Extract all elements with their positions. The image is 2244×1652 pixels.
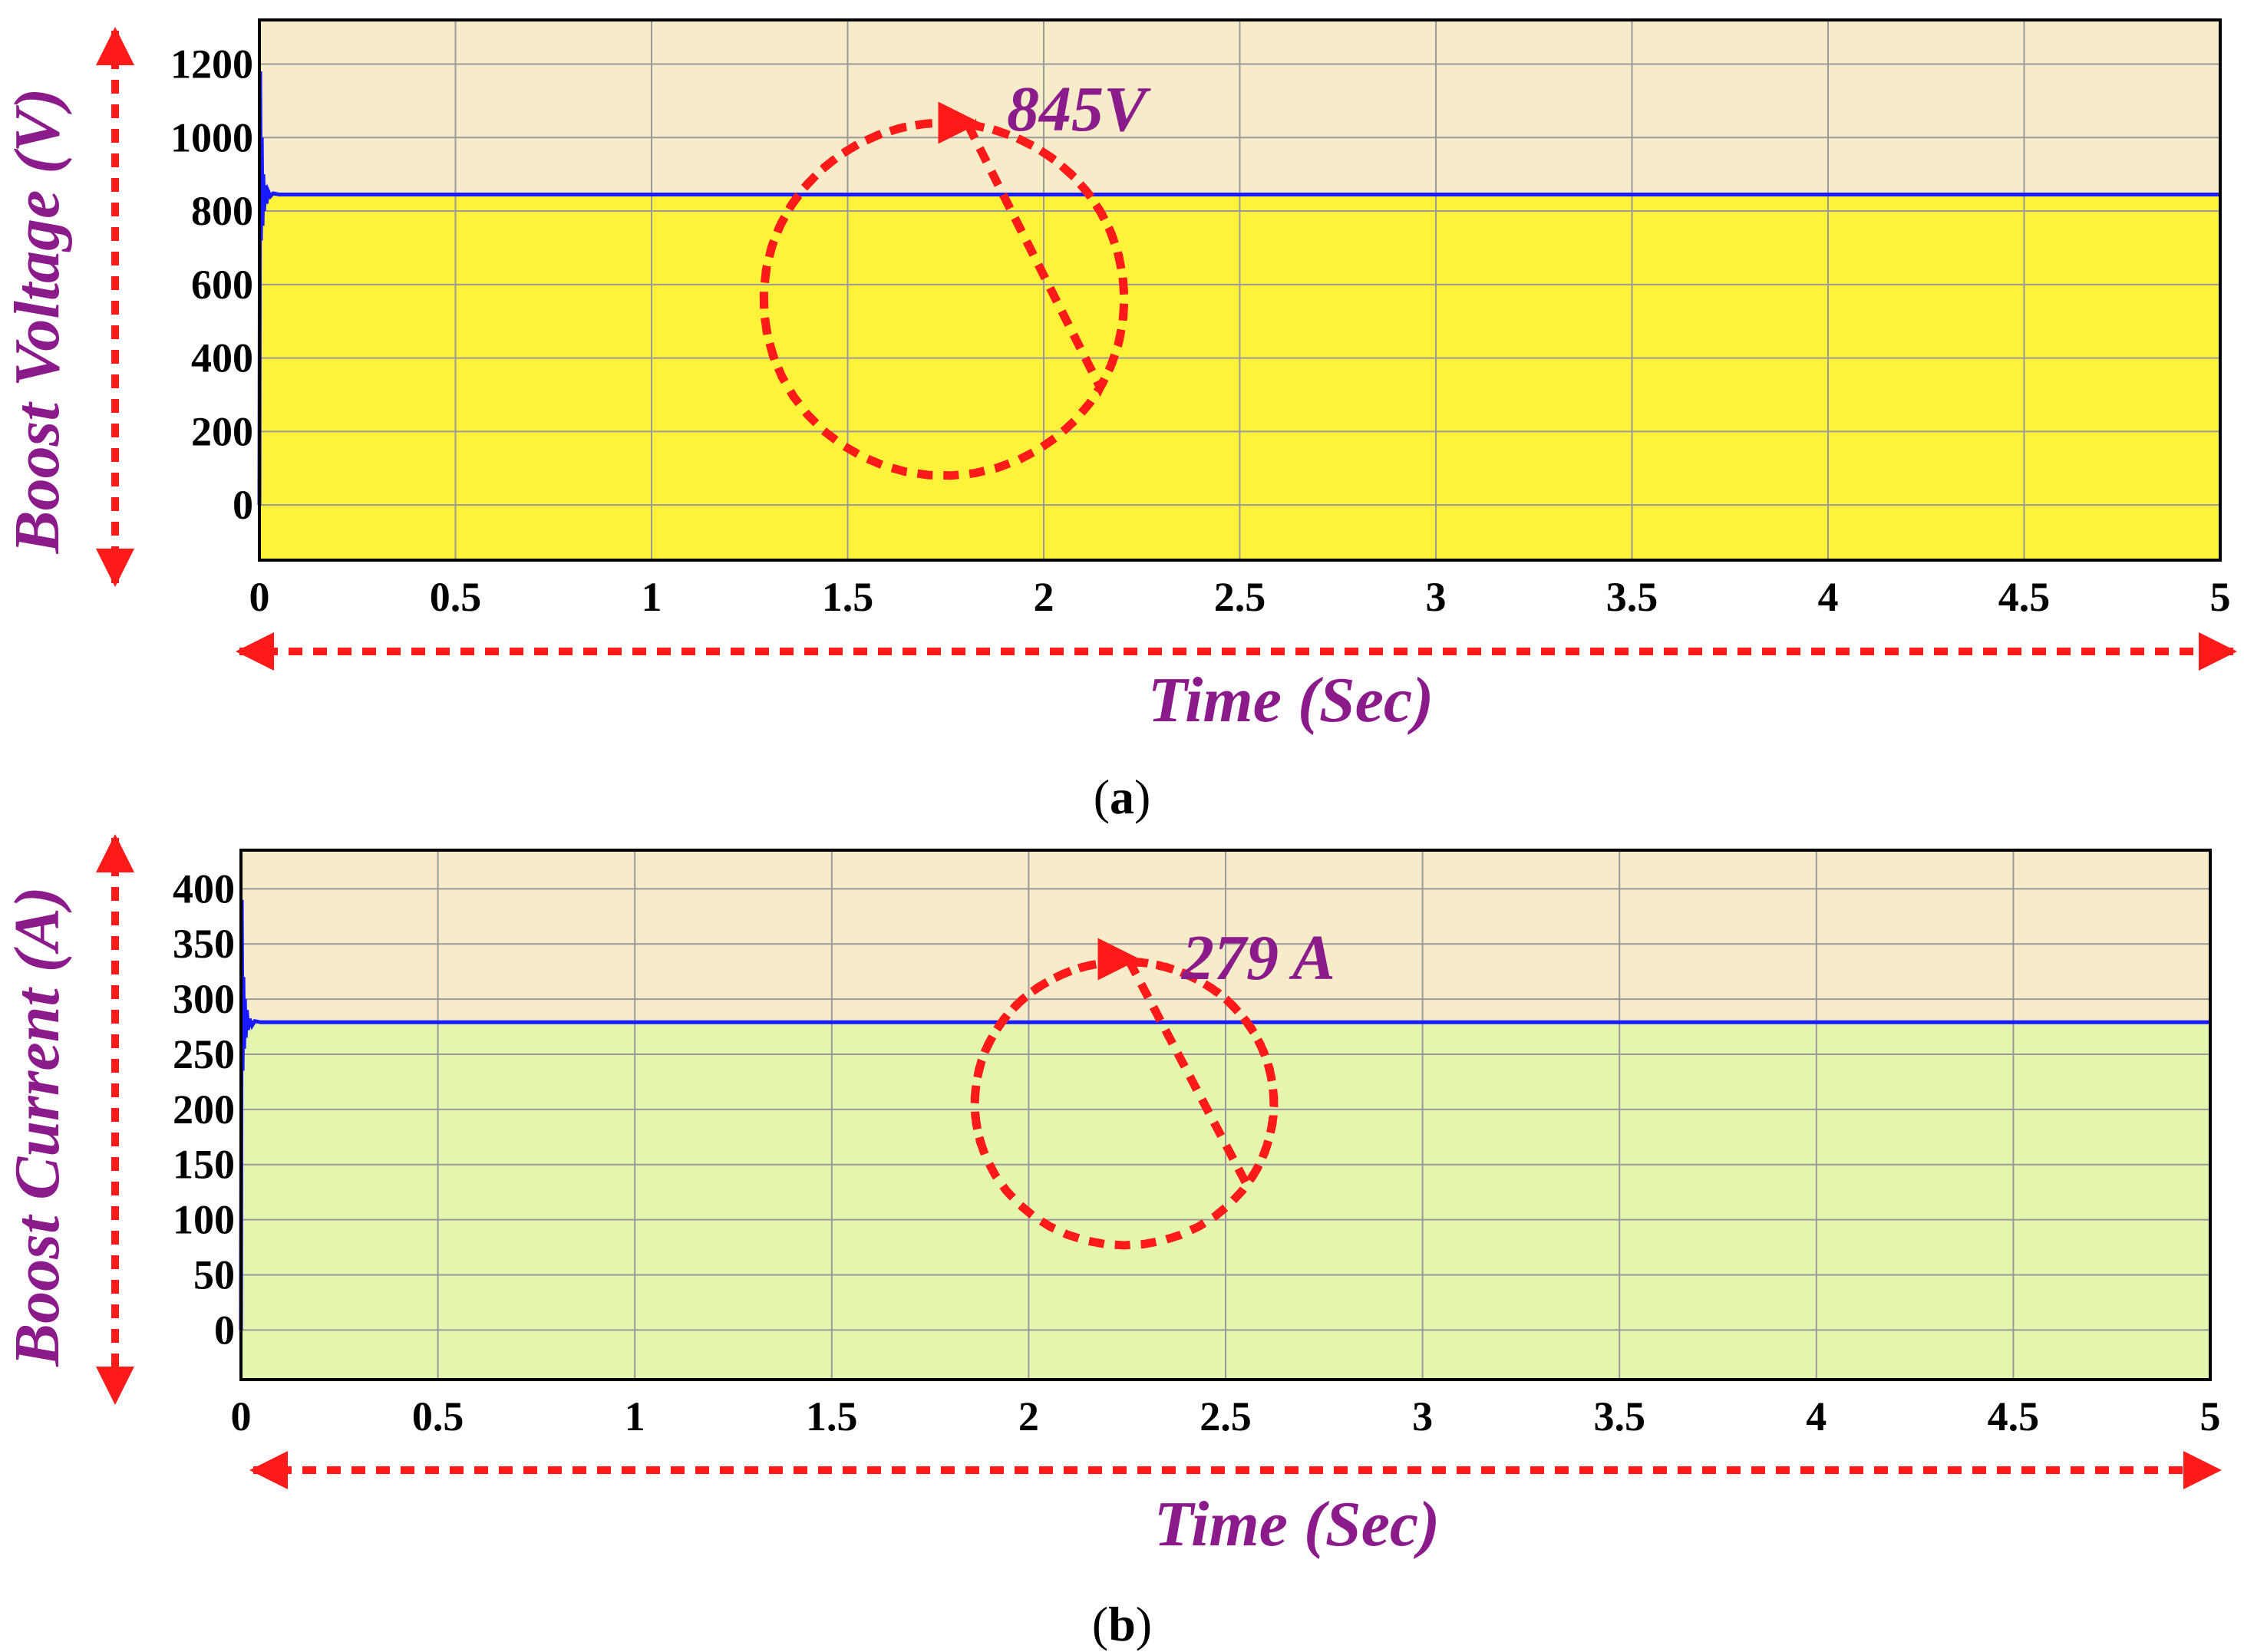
y-axis-title: Boost Current (A) [2, 886, 73, 1367]
highlight-circle-arrow [970, 938, 1279, 1250]
y-tick-label: 800 [191, 188, 253, 234]
x-tick-label: 0.5 [412, 1393, 464, 1439]
x-tick-label: 3 [1412, 1393, 1433, 1439]
x-tick-label: 2 [1034, 574, 1054, 620]
grid-lines [259, 20, 2220, 560]
x-tick-labels: 0 0.5 1 1.5 2 2.5 3 3.5 4 4.5 5 [231, 1393, 2221, 1439]
grid-lines [241, 850, 2210, 1380]
panel-a-boost-voltage: 0 0.5 1 1.5 2 2.5 3 3.5 4 4.5 5 0 200 400 600 800 1000 1… [2, 18, 2237, 824]
panel-caption: (a) [1094, 770, 1151, 824]
y-tick-label: 0 [214, 1307, 235, 1353]
y-tick-label: 50 [193, 1251, 235, 1298]
y-tick-label: 350 [173, 921, 235, 967]
x-tick-label: 1.5 [806, 1393, 858, 1439]
y-tick-label: 200 [173, 1086, 235, 1133]
highlight-circle-arrow [759, 101, 1129, 480]
x-tick-label: 4 [1818, 574, 1839, 620]
y-axis-title: Boost Voltage (V) [2, 88, 73, 555]
plot-frame [239, 849, 2212, 1381]
x-tick-label: 5 [2200, 1393, 2221, 1439]
x-tick-label: 0.5 [430, 574, 482, 620]
y-tick-label: 150 [173, 1142, 235, 1188]
x-tick-label: 2.5 [1200, 1393, 1252, 1439]
x-axis-title: Time (Sec) [1148, 664, 1434, 736]
x-tick-labels: 0 0.5 1 1.5 2 2.5 3 3.5 4 4.5 5 [249, 574, 2231, 620]
panel-b-boost-current: 0 0.5 1 1.5 2 2.5 3 3.5 4 4.5 5 0 50 100 150 200 250 300… [2, 834, 2222, 1651]
x-tick-label: 4.5 [1998, 574, 2051, 620]
x-tick-label: 1 [625, 1393, 645, 1439]
x-tick-label: 2.5 [1214, 574, 1266, 620]
series-line [257, 71, 2220, 506]
x-tick-label: 3 [1426, 574, 1447, 620]
value-annotation: 279 A [1180, 922, 1335, 994]
plot-frame [258, 18, 2222, 562]
x-tick-label: 3.5 [1606, 574, 1658, 620]
x-axis-title: Time (Sec) [1154, 1489, 1440, 1560]
x-tick-label: 4 [1806, 1393, 1827, 1439]
x-tick-label: 1.5 [822, 574, 874, 620]
x-tick-label: 3.5 [1593, 1393, 1645, 1439]
x-tick-label: 0 [231, 1393, 252, 1439]
value-annotation: 845V [1007, 74, 1151, 145]
x-tick-label: 0 [249, 574, 270, 620]
y-tick-label: 400 [173, 866, 235, 912]
x-tick-label: 4.5 [1988, 1393, 2040, 1439]
y-tick-label: 200 [191, 408, 253, 454]
y-tick-labels: 0 50 100 150 200 250 300 350 400 [173, 866, 235, 1353]
x-tick-label: 5 [2210, 574, 2231, 620]
x-tick-label: 1 [642, 574, 662, 620]
series-line [239, 899, 2210, 1331]
y-tick-label: 600 [191, 262, 253, 308]
y-tick-labels: 0 200 400 600 800 1000 1200 [170, 41, 253, 528]
y-tick-label: 1000 [170, 114, 253, 160]
panel-caption: (b) [1092, 1597, 1152, 1651]
y-tick-label: 400 [191, 335, 253, 381]
y-tick-label: 300 [173, 976, 235, 1022]
y-tick-label: 250 [173, 1031, 235, 1077]
y-tick-label: 100 [173, 1197, 235, 1243]
y-tick-label: 0 [233, 482, 253, 528]
y-tick-label: 1200 [170, 41, 253, 87]
x-tick-label: 2 [1018, 1393, 1039, 1439]
